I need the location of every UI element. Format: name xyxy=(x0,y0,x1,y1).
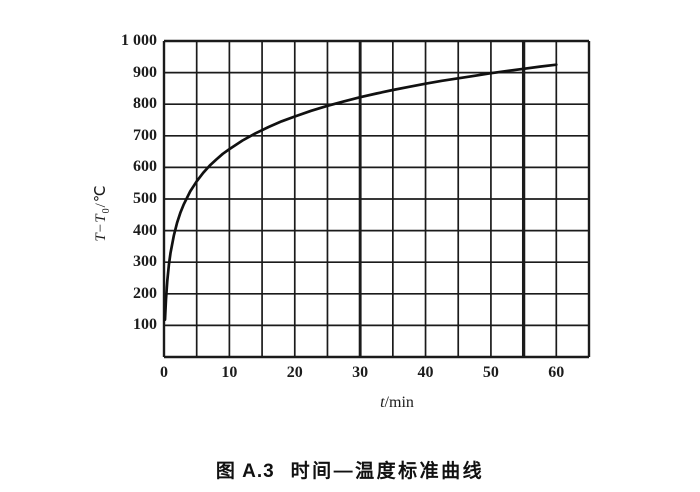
y-axis-symbol-T0: T xyxy=(93,213,109,223)
x-tick-label: 0 xyxy=(160,364,168,381)
x-axis-unit: /min xyxy=(384,394,414,411)
y-axis-symbol-T: T xyxy=(93,232,109,242)
figure-title: 时间—温度标准曲线 xyxy=(290,461,485,482)
x-tick-label: 30 xyxy=(352,364,369,381)
y-axis-label: T−T0/℃ xyxy=(93,184,112,242)
x-tick-label: 20 xyxy=(286,364,303,381)
y-tick-label: 1 000 xyxy=(121,32,157,49)
y-tick-label: 300 xyxy=(133,253,157,271)
standard-time-temperature-curve xyxy=(163,63,558,322)
x-tick-label: 40 xyxy=(417,364,434,381)
minus-sign: − xyxy=(93,222,109,233)
x-axis-label: t/min xyxy=(380,395,414,411)
x-tick-label: 50 xyxy=(482,364,499,381)
y-tick-label: 800 xyxy=(133,95,157,113)
y-axis-subscript: 0 xyxy=(101,207,112,214)
x-axis-symbol-t: t xyxy=(380,394,385,411)
y-tick-label: 400 xyxy=(133,221,157,239)
y-axis-unit: /℃ xyxy=(93,184,109,208)
y-tick-label: 900 xyxy=(133,63,157,81)
x-tick-label: 60 xyxy=(548,364,565,381)
y-tick-label: 700 xyxy=(133,126,157,144)
x-tick-label: 10 xyxy=(221,364,238,381)
figure-caption: 图 A.3 时间—温度标准曲线 xyxy=(0,461,700,484)
figure-number: 图 A.3 xyxy=(215,461,275,482)
y-tick-label: 600 xyxy=(133,158,157,176)
y-tick-label: 200 xyxy=(133,284,157,302)
y-tick-label: 100 xyxy=(133,316,157,334)
y-tick-label: 500 xyxy=(133,190,157,207)
